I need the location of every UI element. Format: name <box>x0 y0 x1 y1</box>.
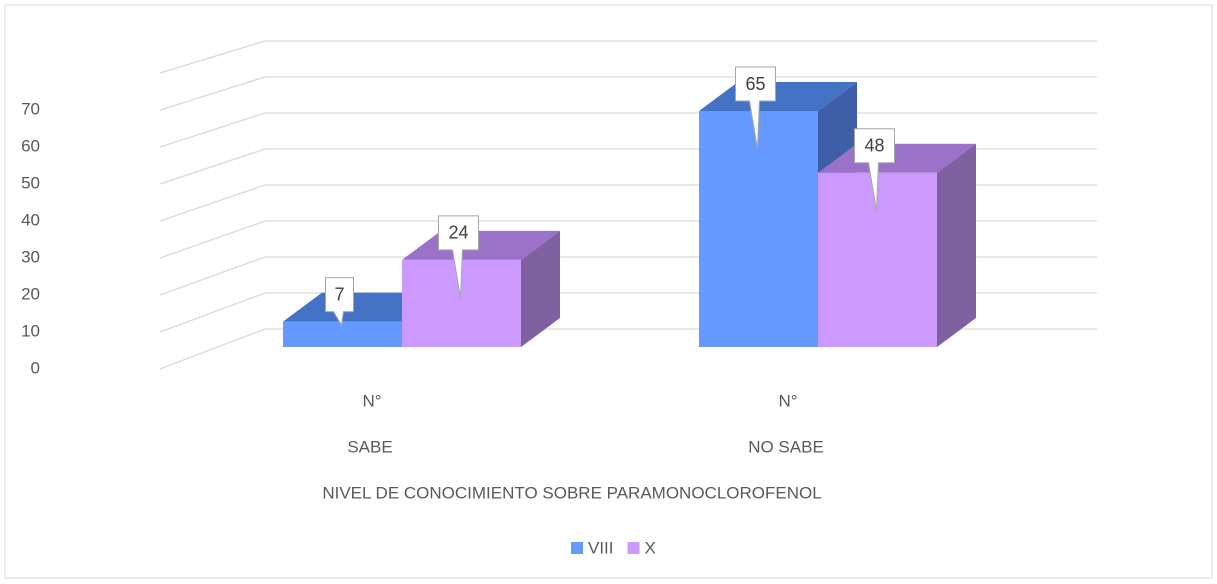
x-tick-label: N° <box>362 391 381 410</box>
bar-front <box>402 259 521 347</box>
y-tick-label: 10 <box>21 321 40 340</box>
bar-side <box>521 230 560 347</box>
y-tick-label: 20 <box>21 284 40 303</box>
bar-top <box>283 292 441 322</box>
data-label-callout <box>325 277 354 327</box>
legend-label: X <box>645 538 656 557</box>
grid-line <box>159 76 1097 111</box>
bar-front <box>283 321 402 347</box>
data-label: 24 <box>448 223 468 243</box>
y-tick-label: 30 <box>21 247 40 266</box>
y-tick-label: 70 <box>21 99 40 118</box>
legend-label: VIII <box>588 538 614 557</box>
bar <box>818 143 976 347</box>
chart-frame <box>4 4 1213 579</box>
y-tick-label: 40 <box>21 210 40 229</box>
y-tick-label: 60 <box>21 136 40 155</box>
bar-front <box>818 172 937 347</box>
y-tick-label: 50 <box>21 173 40 192</box>
x-axis-label: NIVEL DE CONOCIMIENTO SOBRE PARAMONOCLOR… <box>322 483 821 502</box>
bar <box>402 230 560 347</box>
bar-side <box>937 143 976 347</box>
x-group-label: SABE <box>347 437 392 456</box>
data-label: 48 <box>864 136 884 156</box>
data-label: 7 <box>334 284 344 304</box>
y-tick-label: 0 <box>31 358 40 377</box>
data-label-callout <box>854 128 895 211</box>
bar-front <box>699 111 818 347</box>
data-label-callout <box>735 66 776 150</box>
legend-swatch <box>627 542 640 554</box>
data-label: 65 <box>745 74 765 94</box>
x-tick-label: N° <box>778 391 797 410</box>
grid-line <box>159 40 1097 74</box>
x-group-label: NO SABE <box>748 437 824 456</box>
data-label-callout <box>438 215 479 298</box>
legend-swatch <box>571 542 583 554</box>
